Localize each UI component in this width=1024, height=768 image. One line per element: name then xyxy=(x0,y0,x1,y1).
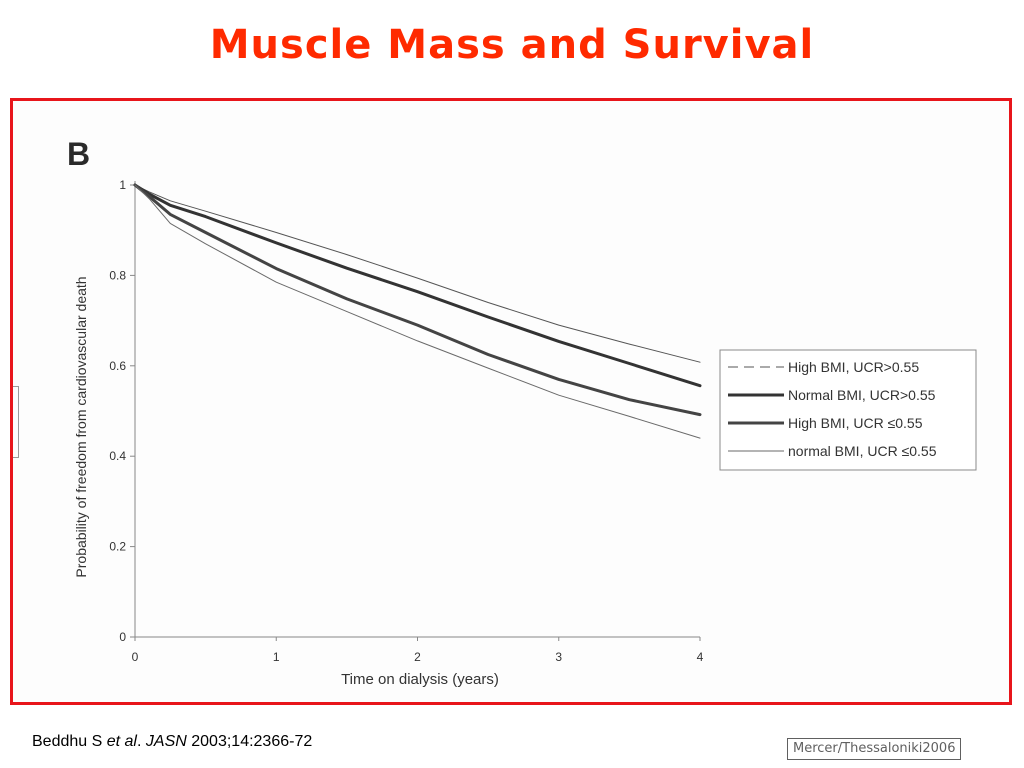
y-tick-label: 0.8 xyxy=(109,268,126,282)
legend-label: normal BMI, UCR ≤0.55 xyxy=(788,443,937,459)
y-tick-label: 0 xyxy=(119,630,126,644)
series-line-3 xyxy=(133,183,702,417)
citation-etal: et al xyxy=(106,733,137,750)
panel-label: B xyxy=(67,136,90,172)
x-tick-label: 1 xyxy=(273,650,280,664)
survival-chart: B Probability of freedom from cardiovasc… xyxy=(67,136,977,688)
slide-title: Muscle Mass and Survival xyxy=(209,22,815,68)
legend-label: Normal BMI, UCR>0.55 xyxy=(788,387,936,403)
series-line-4 xyxy=(134,184,701,439)
x-tick-label: 2 xyxy=(414,650,421,664)
y-tick-label: 0.4 xyxy=(109,449,126,463)
series-lines xyxy=(133,183,702,439)
legend-label: High BMI, UCR ≤0.55 xyxy=(788,415,923,431)
credit-box: Mercer/Thessaloniki2006 xyxy=(787,738,962,760)
x-tick-label: 3 xyxy=(555,650,562,664)
y-axis-title: Probability of freedom from cardiovascul… xyxy=(73,276,89,577)
legend: High BMI, UCR>0.55 Normal BMI, UCR>0.55 Hi… xyxy=(719,349,977,471)
y-tick-label: 1 xyxy=(119,178,126,192)
legend-label: High BMI, UCR>0.55 xyxy=(788,359,919,375)
series-line-2 xyxy=(133,183,702,388)
legend-box xyxy=(719,349,977,471)
citation-dot: . xyxy=(136,733,142,750)
y-tick-label: 0.6 xyxy=(109,359,126,373)
x-tick-label: 4 xyxy=(697,650,704,664)
citation-journal: JASN xyxy=(145,733,187,750)
x-tick-label: 0 xyxy=(132,650,139,664)
axes: 0 0.2 0.4 0.6 0.8 1 0 1 2 3 4 xyxy=(109,178,703,664)
x-axis-title: Time on dialysis (years) xyxy=(341,671,499,688)
y-tick-label: 0.2 xyxy=(109,540,126,554)
edge-mark xyxy=(13,386,19,458)
series-line-1 xyxy=(134,184,701,363)
citation: Beddhu S et al. JASN 2003;14:2366-72 xyxy=(32,733,312,751)
citation-authors: Beddhu S xyxy=(32,733,103,750)
citation-details: 2003;14:2366-72 xyxy=(191,733,313,750)
figure-frame: B Probability of freedom from cardiovasc… xyxy=(10,98,1012,705)
